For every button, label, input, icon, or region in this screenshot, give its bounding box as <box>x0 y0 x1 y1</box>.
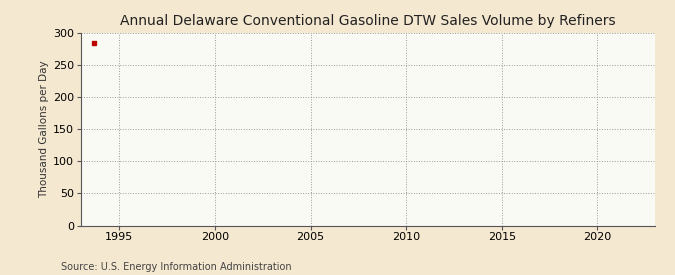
Text: Source: U.S. Energy Information Administration: Source: U.S. Energy Information Administ… <box>61 262 292 272</box>
Title: Annual Delaware Conventional Gasoline DTW Sales Volume by Refiners: Annual Delaware Conventional Gasoline DT… <box>120 14 616 28</box>
Y-axis label: Thousand Gallons per Day: Thousand Gallons per Day <box>38 60 49 198</box>
